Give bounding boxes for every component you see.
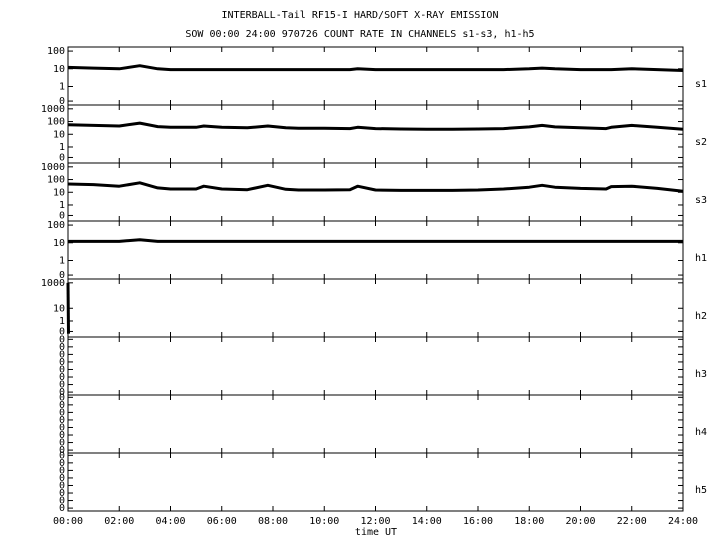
- y-tick-label: 1000: [41, 104, 65, 115]
- y-tick-label: 10: [53, 303, 65, 314]
- panel-frame: [67, 452, 684, 512]
- x-tick-label: 04:00: [155, 516, 185, 527]
- series-line: [67, 181, 684, 193]
- y-tick-label: 0: [59, 210, 65, 221]
- channel-label: h1: [695, 253, 707, 264]
- x-tick-label: 08:00: [258, 516, 288, 527]
- y-tick-label: 1: [59, 142, 65, 153]
- y-tick-label: 10: [53, 129, 65, 140]
- series-line: [67, 121, 684, 131]
- y-tick-label: 1: [59, 81, 65, 92]
- y-tick-label: 0: [59, 357, 65, 368]
- y-tick-label: 100: [47, 175, 65, 186]
- y-tick-label: 0: [59, 422, 65, 433]
- panel-frame: [67, 220, 684, 280]
- y-tick-label: 0: [59, 326, 65, 337]
- channel-label: h5: [695, 485, 707, 496]
- y-tick-label: 0: [59, 465, 65, 476]
- x-tick-label: 00:00: [53, 516, 83, 527]
- y-tick-label: 1: [59, 255, 65, 266]
- x-tick-label: 20:00: [565, 516, 595, 527]
- y-tick-label: 0: [59, 473, 65, 484]
- y-tick-label: 1: [59, 316, 65, 327]
- y-tick-label: 1000: [41, 162, 65, 173]
- x-tick-label: 02:00: [104, 516, 134, 527]
- channel-label: s1: [695, 79, 707, 90]
- y-tick-label: 1000: [41, 278, 65, 289]
- y-tick-label: 0: [59, 342, 65, 353]
- channel-label: s3: [695, 195, 707, 206]
- y-tick-label: 0: [59, 458, 65, 469]
- panel-frame: [67, 104, 684, 164]
- x-tick-label: 06:00: [207, 516, 237, 527]
- y-tick-label: 0: [59, 407, 65, 418]
- x-tick-label: 12:00: [360, 516, 390, 527]
- y-tick-label: 0: [59, 496, 65, 507]
- y-tick-label: 0: [59, 152, 65, 163]
- panel-frame: [67, 162, 684, 222]
- panel-frame: [67, 278, 684, 338]
- y-tick-label: 100: [47, 46, 65, 57]
- y-tick-label: 0: [59, 450, 65, 461]
- y-tick-label: 0: [59, 480, 65, 491]
- y-tick-label: 10: [53, 187, 65, 198]
- channel-label: h4: [695, 427, 707, 438]
- series-line: [68, 238, 683, 243]
- y-tick-label: 0: [59, 380, 65, 391]
- y-tick-label: 0: [59, 334, 65, 345]
- series-line: [67, 64, 684, 72]
- y-tick-label: 0: [59, 270, 65, 281]
- chart-title: INTERBALL-Tail RF15-I HARD/SOFT X-RAY EM…: [222, 10, 499, 21]
- y-tick-label: 0: [59, 364, 65, 375]
- x-tick-label: 16:00: [463, 516, 493, 527]
- y-tick-label: 100: [47, 117, 65, 128]
- y-tick-label: 1: [59, 200, 65, 211]
- x-tick-label: 10:00: [309, 516, 339, 527]
- y-tick-label: 0: [59, 372, 65, 383]
- y-tick-label: 0: [59, 445, 65, 456]
- y-tick-label: 0: [59, 503, 65, 514]
- x-tick-label: 18:00: [514, 516, 544, 527]
- y-tick-label: 0: [59, 392, 65, 403]
- series-line: [66, 282, 70, 334]
- y-tick-label: 0: [59, 387, 65, 398]
- x-tick-label: 22:00: [617, 516, 647, 527]
- y-tick-label: 0: [59, 488, 65, 499]
- y-tick-label: 10: [53, 64, 65, 75]
- channel-label: h2: [695, 311, 707, 322]
- channel-label: h3: [695, 369, 707, 380]
- y-tick-label: 100: [47, 220, 65, 231]
- y-tick-label: 0: [59, 96, 65, 107]
- y-tick-label: 0: [59, 415, 65, 426]
- y-tick-label: 10: [53, 238, 65, 249]
- x-axis-label: time UT: [355, 527, 397, 538]
- y-tick-label: 0: [59, 438, 65, 449]
- panel-frame: [67, 394, 684, 454]
- chart-subtitle: SOW 00:00 24:00 970726 COUNT RATE IN CHA…: [185, 29, 534, 40]
- channel-label: s2: [695, 137, 707, 148]
- panel-frame: [67, 46, 684, 106]
- y-tick-label: 0: [59, 430, 65, 441]
- y-tick-label: 0: [59, 400, 65, 411]
- panel-frame: [67, 336, 684, 396]
- x-tick-label: 24:00: [668, 516, 698, 527]
- x-tick-label: 14:00: [412, 516, 442, 527]
- y-tick-label: 0: [59, 349, 65, 360]
